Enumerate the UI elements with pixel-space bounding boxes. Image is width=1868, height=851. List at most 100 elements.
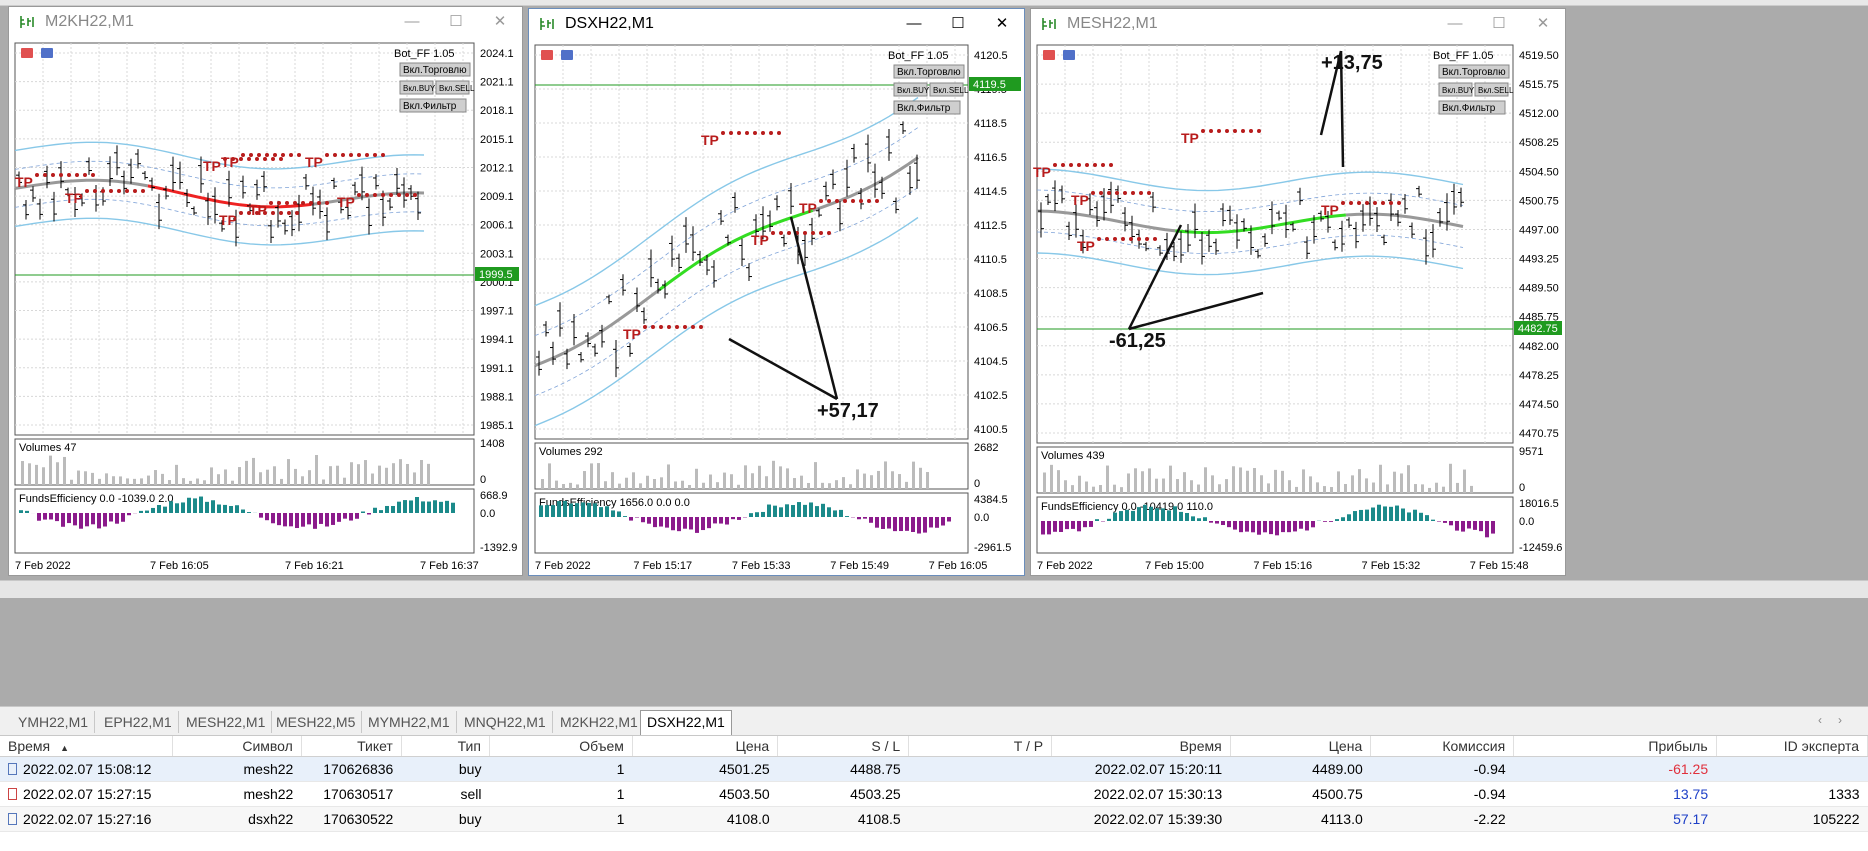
maximize-button[interactable]: ☐: [951, 15, 965, 32]
minimize-button[interactable]: —: [1447, 15, 1463, 32]
minimize-button[interactable]: —: [906, 15, 922, 32]
chart-area[interactable]: 4120.5 4119.5 4118.5 4116.5 4114.5 4112.5 4110…: [529, 39, 1024, 575]
funds-efficiency-bar: [899, 517, 903, 532]
tp-level-dot: [269, 201, 273, 205]
moving-average-trend: [658, 209, 814, 291]
annotation-arrow: [728, 337, 838, 401]
funds-efficiency-bar: [223, 504, 227, 513]
tp-level-dot: [1209, 129, 1213, 133]
inner-band: [14, 198, 425, 227]
close-button[interactable]: ✕: [1536, 15, 1550, 32]
table-row[interactable]: 2022.02.07 15:08:12 mesh22 170626836 buy…: [0, 756, 1868, 782]
tp-level-dot: [1373, 201, 1377, 205]
funds-efficiency-bar: [1161, 508, 1165, 521]
funds-efficiency-bar: [1449, 521, 1453, 526]
toggle-button-label: Вкл.Фильтр: [403, 101, 457, 112]
tp-level-dot: [277, 201, 281, 205]
chart-tab-bar: YMH22,M1 EPH22,M1 MESH22,M1 MESH22,M5 MY…: [0, 706, 1868, 736]
column-header[interactable]: Цена: [632, 736, 779, 757]
indicator-name: Bot_FF 1.05: [1433, 50, 1494, 62]
tp-level-dot: [1053, 163, 1057, 167]
volume-bar: [583, 471, 586, 489]
close-button[interactable]: ✕: [493, 13, 507, 30]
chart-window-dsxh22[interactable]: DSXH22,M1 — ☐ ✕ 4120.5 4119.5 4118.5 4116.5…: [528, 8, 1025, 576]
volume-bar: [238, 467, 241, 485]
minimize-button[interactable]: —: [404, 13, 420, 30]
price-scale-label: 4114.5: [974, 186, 1007, 198]
price-scale-label: 4512.00: [1519, 108, 1559, 120]
price-scale-label: 4489.50: [1519, 283, 1559, 295]
maximize-button[interactable]: ☐: [1492, 15, 1506, 32]
tab-mymh22[interactable]: MYMH22,M1: [362, 711, 457, 733]
funds-efficiency-bar: [719, 517, 723, 524]
sort-asc-icon: ▲: [60, 742, 70, 753]
table-row[interactable]: 2022.02.07 15:27:16 dsxh22 170630522 buy…: [0, 806, 1868, 832]
chart-window-mesh22[interactable]: MESH22,M1 — ☐ ✕ 4519.50 4515.75 4512.00 450…: [1030, 8, 1566, 576]
column-header[interactable]: T / P: [908, 736, 1053, 757]
column-header[interactable]: Тикет: [301, 736, 402, 757]
chart-area[interactable]: 2024.1 2021.1 2018.1 2015.1 2012.1 2009.1 2006…: [9, 37, 522, 575]
chart-canvas[interactable]: 4120.5 4119.5 4118.5 4116.5 4114.5 4112.5 4110…: [529, 39, 1024, 575]
column-header[interactable]: Прибыль: [1513, 736, 1717, 757]
toggle-button-label: Вкл.SELL: [933, 86, 969, 95]
chart-area[interactable]: 4519.50 4515.75 4512.00 4508.25 4504.50 4500.…: [1031, 39, 1565, 575]
funds-efficiency-bar: [151, 507, 155, 513]
buy-order-icon: [8, 812, 17, 825]
tab-mesh22-m1[interactable]: MESH22,M1: [180, 711, 273, 733]
window-titlebar[interactable]: DSXH22,M1 — ☐ ✕: [529, 9, 1024, 39]
tp-level-dot: [1069, 163, 1073, 167]
volume-bar: [702, 482, 705, 489]
tp-level-dot: [1105, 237, 1109, 241]
funds-efficiency-bar: [433, 500, 437, 513]
fe-scale: 4384.5: [974, 494, 1008, 506]
volume-bar: [1351, 475, 1354, 493]
tp-level-dot: [1121, 237, 1125, 241]
tab-eph22[interactable]: EPH22,M1: [98, 711, 179, 733]
workspace-scrollbar[interactable]: [0, 580, 1868, 598]
funds-efficiency-bar: [821, 503, 825, 517]
toggle-button: [1438, 82, 1473, 97]
window-titlebar[interactable]: M2KH22,M1 — ☐ ✕: [9, 7, 522, 37]
tp-cell: [908, 781, 1052, 807]
column-header[interactable]: Время ▲: [0, 736, 174, 757]
chart-canvas[interactable]: 2024.1 2021.1 2018.1 2015.1 2012.1 2009.1 2006…: [9, 37, 522, 575]
volume-bar: [322, 479, 325, 485]
volumes-scale: 9571: [1519, 446, 1543, 458]
column-header[interactable]: Символ: [172, 736, 302, 757]
funds-efficiency-bar: [67, 513, 71, 524]
toggle-button: [399, 80, 434, 95]
tab-m2kh22[interactable]: M2KH22,M1: [554, 711, 645, 733]
time-axis-label: 7 Feb 15:49: [830, 560, 889, 572]
close-price-cell: 4500.75: [1230, 781, 1371, 807]
window-title: DSXH22,M1: [565, 15, 654, 32]
column-header[interactable]: ID эксперта: [1716, 736, 1868, 757]
fe-scale: -1392.9: [480, 542, 517, 554]
funds-efficiency-bar: [569, 503, 573, 517]
maximize-button[interactable]: ☐: [449, 13, 463, 30]
window-titlebar[interactable]: MESH22,M1 — ☐ ✕: [1031, 9, 1565, 39]
toggle-button: [1474, 82, 1509, 97]
column-header[interactable]: Комиссия: [1370, 736, 1515, 757]
volume-bar: [1470, 485, 1473, 493]
volume-bar: [1113, 484, 1116, 493]
column-header[interactable]: S / L: [777, 736, 910, 757]
tab-ymh22[interactable]: YMH22,M1: [12, 711, 96, 733]
close-button[interactable]: ✕: [995, 15, 1009, 32]
tab-scroll-arrows[interactable]: ‹›: [1818, 713, 1858, 727]
tab-mesh22-m5[interactable]: MESH22,M5: [270, 711, 363, 733]
tab-dsxh22[interactable]: DSXH22,M1: [640, 710, 732, 735]
tp-level-dot: [397, 193, 401, 197]
table-row[interactable]: 2022.02.07 15:27:15 mesh22 170630517 sel…: [0, 781, 1868, 807]
volume-bar: [744, 465, 747, 489]
close-time-cell: 2022.02.07 15:39:30: [1051, 806, 1231, 832]
tab-mnqh22[interactable]: MNQH22,M1: [458, 711, 553, 733]
column-header[interactable]: Цена: [1230, 736, 1372, 757]
chart-canvas[interactable]: 4519.50 4515.75 4512.00 4508.25 4504.50 4500.…: [1031, 39, 1565, 575]
volume-bar: [91, 472, 94, 485]
inner-band: [14, 160, 425, 189]
chart-window-m2kh22[interactable]: M2KH22,M1 — ☐ ✕ 2024.1 2021.1 2018.1 2015.1…: [8, 6, 523, 576]
column-header[interactable]: Тип: [401, 736, 490, 757]
volume-bar: [84, 471, 87, 485]
column-header[interactable]: Объем: [489, 736, 633, 757]
column-header[interactable]: Время: [1051, 736, 1231, 757]
